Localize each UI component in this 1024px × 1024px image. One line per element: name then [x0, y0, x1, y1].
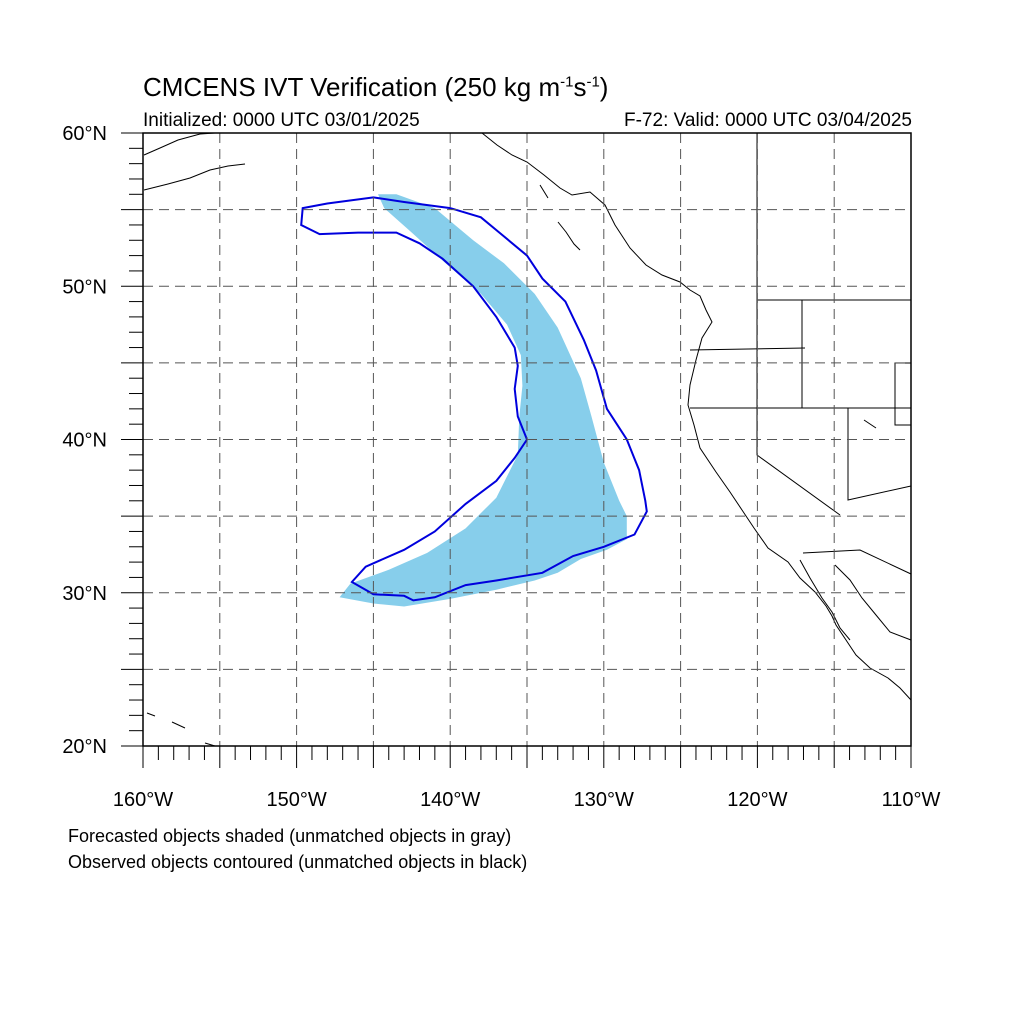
state-borders	[689, 133, 912, 575]
lat-label: 40°N	[62, 430, 107, 452]
valid-time: F-72: Valid: 0000 UTC 03/04/2025	[624, 110, 912, 131]
map-title: CMCENS IVT Verification (250 kg m-1s-1)	[143, 72, 609, 102]
forecast-objects-layer	[339, 194, 627, 607]
coastline-baja	[799, 559, 912, 641]
lat-label: 20°N	[62, 736, 107, 758]
observed-object	[300, 196, 648, 602]
forecast-object	[339, 194, 627, 607]
caption-forecast: Forecasted objects shaded (unmatched obj…	[68, 826, 512, 846]
lon-label: 140°W	[420, 789, 480, 811]
initialized-time: Initialized: 0000 UTC 03/01/2025	[143, 110, 420, 131]
lon-label: 110°W	[882, 789, 941, 811]
caption-observed: Observed objects contoured (unmatched ob…	[68, 852, 528, 872]
lon-label: 150°W	[266, 789, 326, 811]
gridlines-layer	[143, 133, 911, 746]
lat-label: 30°N	[62, 583, 107, 605]
coastline-islands	[146, 184, 877, 747]
axis-labels-layer: 60°N 50°N 40°N 30°N 20°N 160°W 150°W 140°W 130°W…	[62, 123, 940, 811]
lon-label: 120°W	[727, 789, 787, 811]
observed-objects-layer	[300, 196, 648, 602]
map-frame	[121, 132, 912, 768]
lon-label: 130°W	[574, 789, 634, 811]
lon-label: 160°W	[113, 789, 173, 811]
coastline-alaska	[143, 132, 246, 191]
coastline-north-america	[481, 132, 912, 701]
lat-label: 50°N	[62, 276, 107, 298]
lat-label: 60°N	[62, 123, 107, 145]
